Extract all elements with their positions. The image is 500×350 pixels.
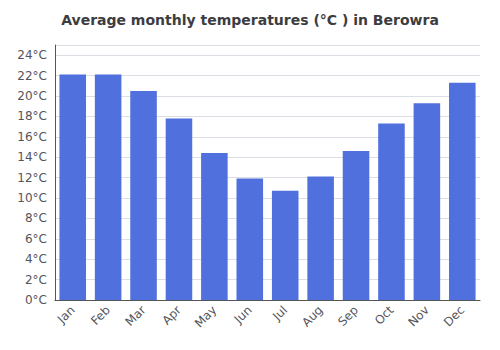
svg-text:Nov: Nov bbox=[405, 303, 431, 329]
svg-text:4°C: 4°C bbox=[25, 252, 47, 266]
svg-text:24°C: 24°C bbox=[17, 48, 47, 62]
svg-text:Apr: Apr bbox=[159, 303, 184, 328]
svg-text:Oct: Oct bbox=[372, 303, 397, 328]
svg-text:Jun: Jun bbox=[231, 303, 255, 327]
svg-text:6°C: 6°C bbox=[25, 232, 47, 246]
svg-text:14°C: 14°C bbox=[17, 150, 47, 164]
svg-text:Average monthly temperatures (: Average monthly temperatures (°C ) in Be… bbox=[61, 12, 439, 28]
svg-text:18°C: 18°C bbox=[17, 109, 47, 123]
svg-text:May: May bbox=[192, 303, 219, 330]
svg-text:10°C: 10°C bbox=[17, 191, 47, 205]
svg-text:8°C: 8°C bbox=[25, 211, 47, 225]
svg-text:2°C: 2°C bbox=[25, 273, 47, 287]
svg-text:20°C: 20°C bbox=[17, 89, 47, 103]
svg-text:0°C: 0°C bbox=[25, 293, 47, 307]
svg-text:Mar: Mar bbox=[123, 303, 149, 329]
svg-text:12°C: 12°C bbox=[17, 171, 47, 185]
svg-text:Jan: Jan bbox=[54, 303, 78, 327]
svg-text:Jul: Jul bbox=[269, 303, 290, 324]
svg-text:Feb: Feb bbox=[88, 303, 113, 328]
svg-text:Sep: Sep bbox=[335, 303, 361, 329]
svg-text:Dec: Dec bbox=[441, 303, 467, 329]
svg-text:Aug: Aug bbox=[299, 303, 325, 329]
svg-text:22°C: 22°C bbox=[17, 69, 47, 83]
svg-text:16°C: 16°C bbox=[17, 130, 47, 144]
